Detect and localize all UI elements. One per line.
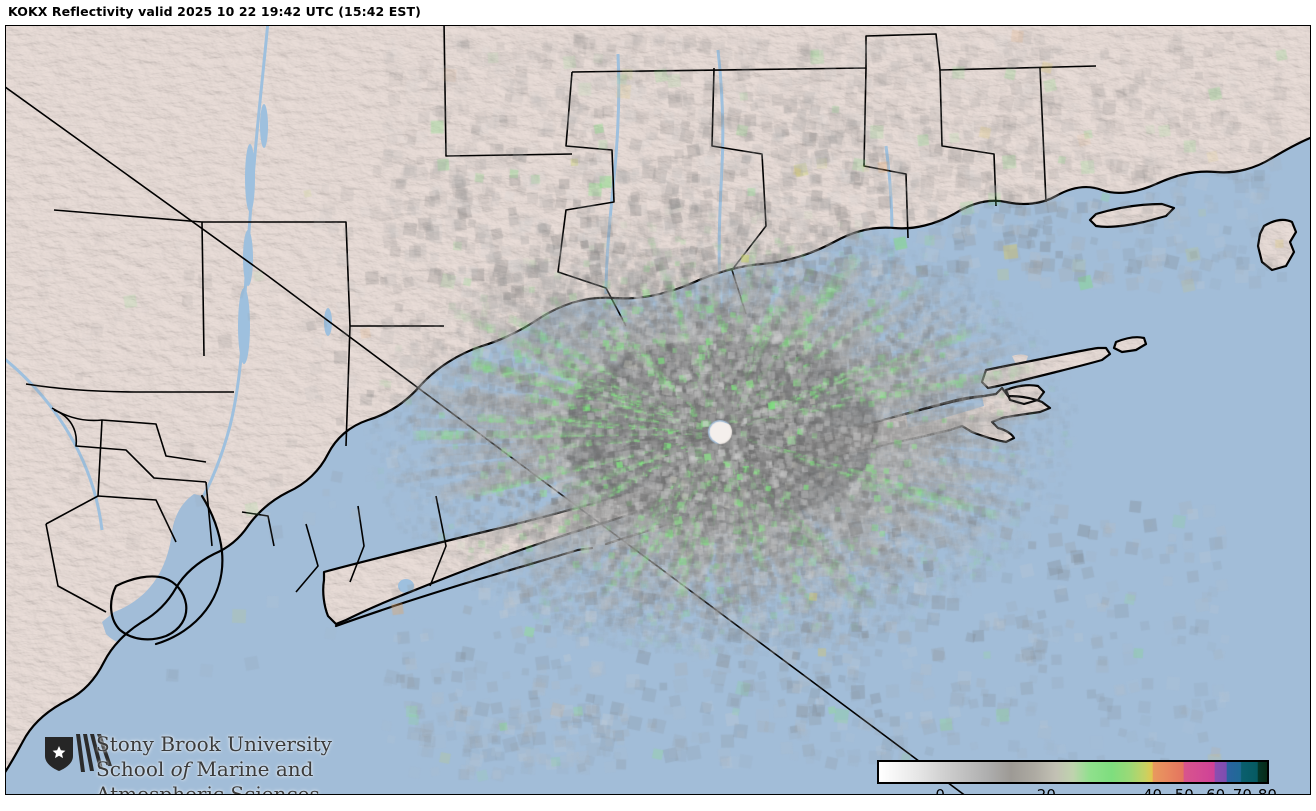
colorbar: [877, 760, 1269, 784]
logo-line-1: Stony Brook University: [96, 732, 332, 756]
colorbar-tick-40: 40: [1143, 786, 1163, 795]
logo-line-3: Atmospheric Sciences: [96, 782, 320, 795]
colorbar-tick-60: 60: [1206, 786, 1226, 795]
logo-line-2-b: Marine and: [190, 757, 314, 781]
colorbar-tick-labels: 0 20 40 50 60 70 80: [877, 786, 1277, 795]
stony-brook-logo: Stony Brook University School of Marine …: [44, 732, 332, 794]
logo-text: Stony Brook University School of Marine …: [96, 732, 346, 795]
colorbar-tick-50: 50: [1174, 786, 1194, 795]
logo-line-2-em: of: [170, 757, 191, 781]
logo-line-2: School of Marine and: [96, 757, 346, 782]
colorbar-tick-80: 80: [1257, 786, 1277, 795]
shield-icon: [45, 737, 73, 771]
page-title: KOKX Reflectivity valid 2025 10 22 19:42…: [8, 4, 421, 19]
radar-reflectivity-layer: [6, 26, 1310, 794]
logo-line-2-a: School: [96, 757, 171, 781]
colorbar-gradient: [879, 762, 1267, 782]
radar-map-panel[interactable]: Stony Brook University School of Marine …: [5, 25, 1311, 795]
colorbar-tick-20: 20: [1036, 786, 1056, 795]
colorbar-tick-70: 70: [1232, 786, 1252, 795]
colorbar-tick-0: 0: [935, 786, 945, 795]
rays-icon: [76, 734, 112, 772]
